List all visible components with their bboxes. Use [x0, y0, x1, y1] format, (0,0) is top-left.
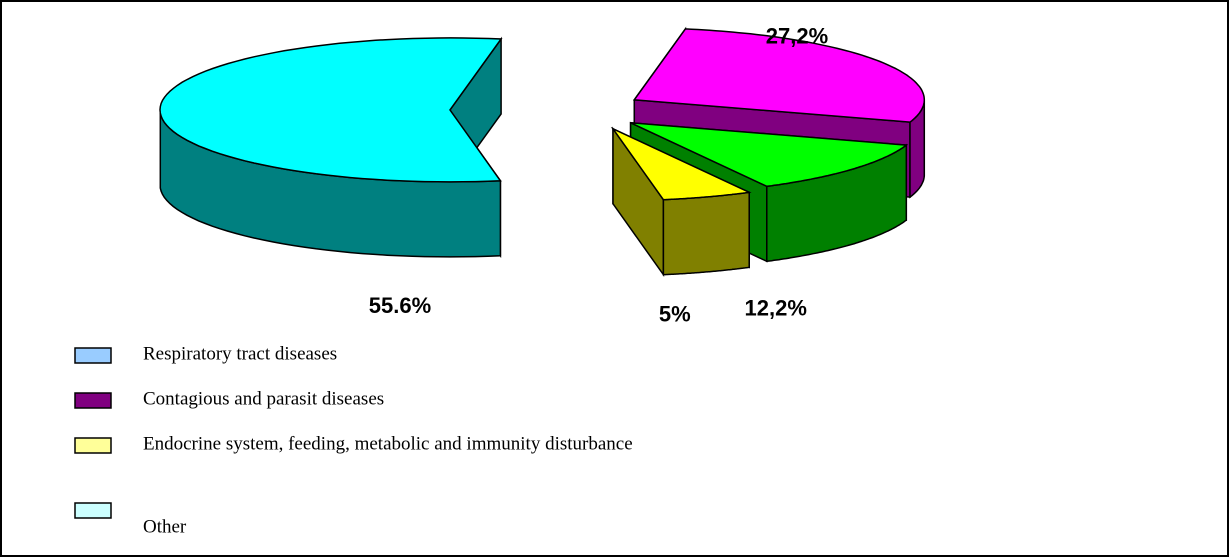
legend-swatch [74, 502, 112, 519]
slice-side [662, 191, 750, 276]
slice-top [632, 28, 926, 123]
pie: 27,2% 55.6% 12,2% 5% [159, 24, 926, 327]
legend-swatch [74, 347, 112, 364]
legend-label: Respiratory tract diseases [143, 343, 337, 364]
data-label: 12,2% [745, 296, 807, 321]
data-label: 27,2% [766, 24, 828, 49]
legend-label: Endocrine system, feeding, metabolic and… [143, 433, 633, 454]
legend-label: Other [143, 516, 187, 537]
legend-label: Contagious and parasit diseases [143, 388, 384, 409]
slice-top [630, 122, 909, 188]
slice-top [610, 126, 752, 201]
data-label: 5% [659, 302, 691, 327]
data-label: 55.6% [369, 293, 431, 318]
legend: Respiratory tract diseases Contagious and… [74, 343, 633, 537]
legend-swatch [74, 437, 112, 454]
slice-top [159, 37, 503, 183]
legend-swatch [74, 392, 112, 409]
